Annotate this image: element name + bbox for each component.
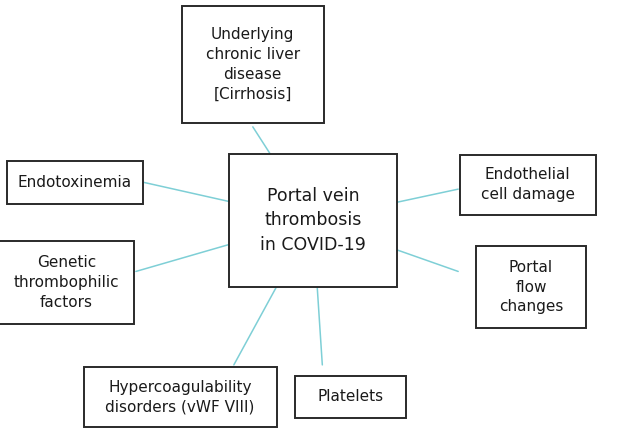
FancyBboxPatch shape (229, 154, 397, 287)
Text: Endothelial
cell damage: Endothelial cell damage (481, 167, 574, 202)
FancyBboxPatch shape (182, 6, 324, 123)
Text: Hypercoagulability
disorders (vWF VIII): Hypercoagulability disorders (vWF VIII) (106, 380, 255, 414)
Text: Portal
flow
changes: Portal flow changes (499, 260, 563, 314)
FancyBboxPatch shape (459, 154, 595, 214)
FancyBboxPatch shape (296, 376, 406, 418)
Text: Platelets: Platelets (318, 389, 384, 405)
FancyBboxPatch shape (0, 241, 134, 324)
Text: Endotoxinemia: Endotoxinemia (18, 175, 131, 190)
FancyBboxPatch shape (83, 367, 277, 427)
Text: Portal vein
thrombosis
in COVID-19: Portal vein thrombosis in COVID-19 (260, 187, 366, 254)
FancyBboxPatch shape (6, 161, 142, 204)
Text: Underlying
chronic liver
disease
[Cirrhosis]: Underlying chronic liver disease [Cirrho… (206, 27, 300, 102)
FancyBboxPatch shape (475, 246, 586, 328)
Text: Genetic
thrombophilic
factors: Genetic thrombophilic factors (13, 255, 119, 310)
